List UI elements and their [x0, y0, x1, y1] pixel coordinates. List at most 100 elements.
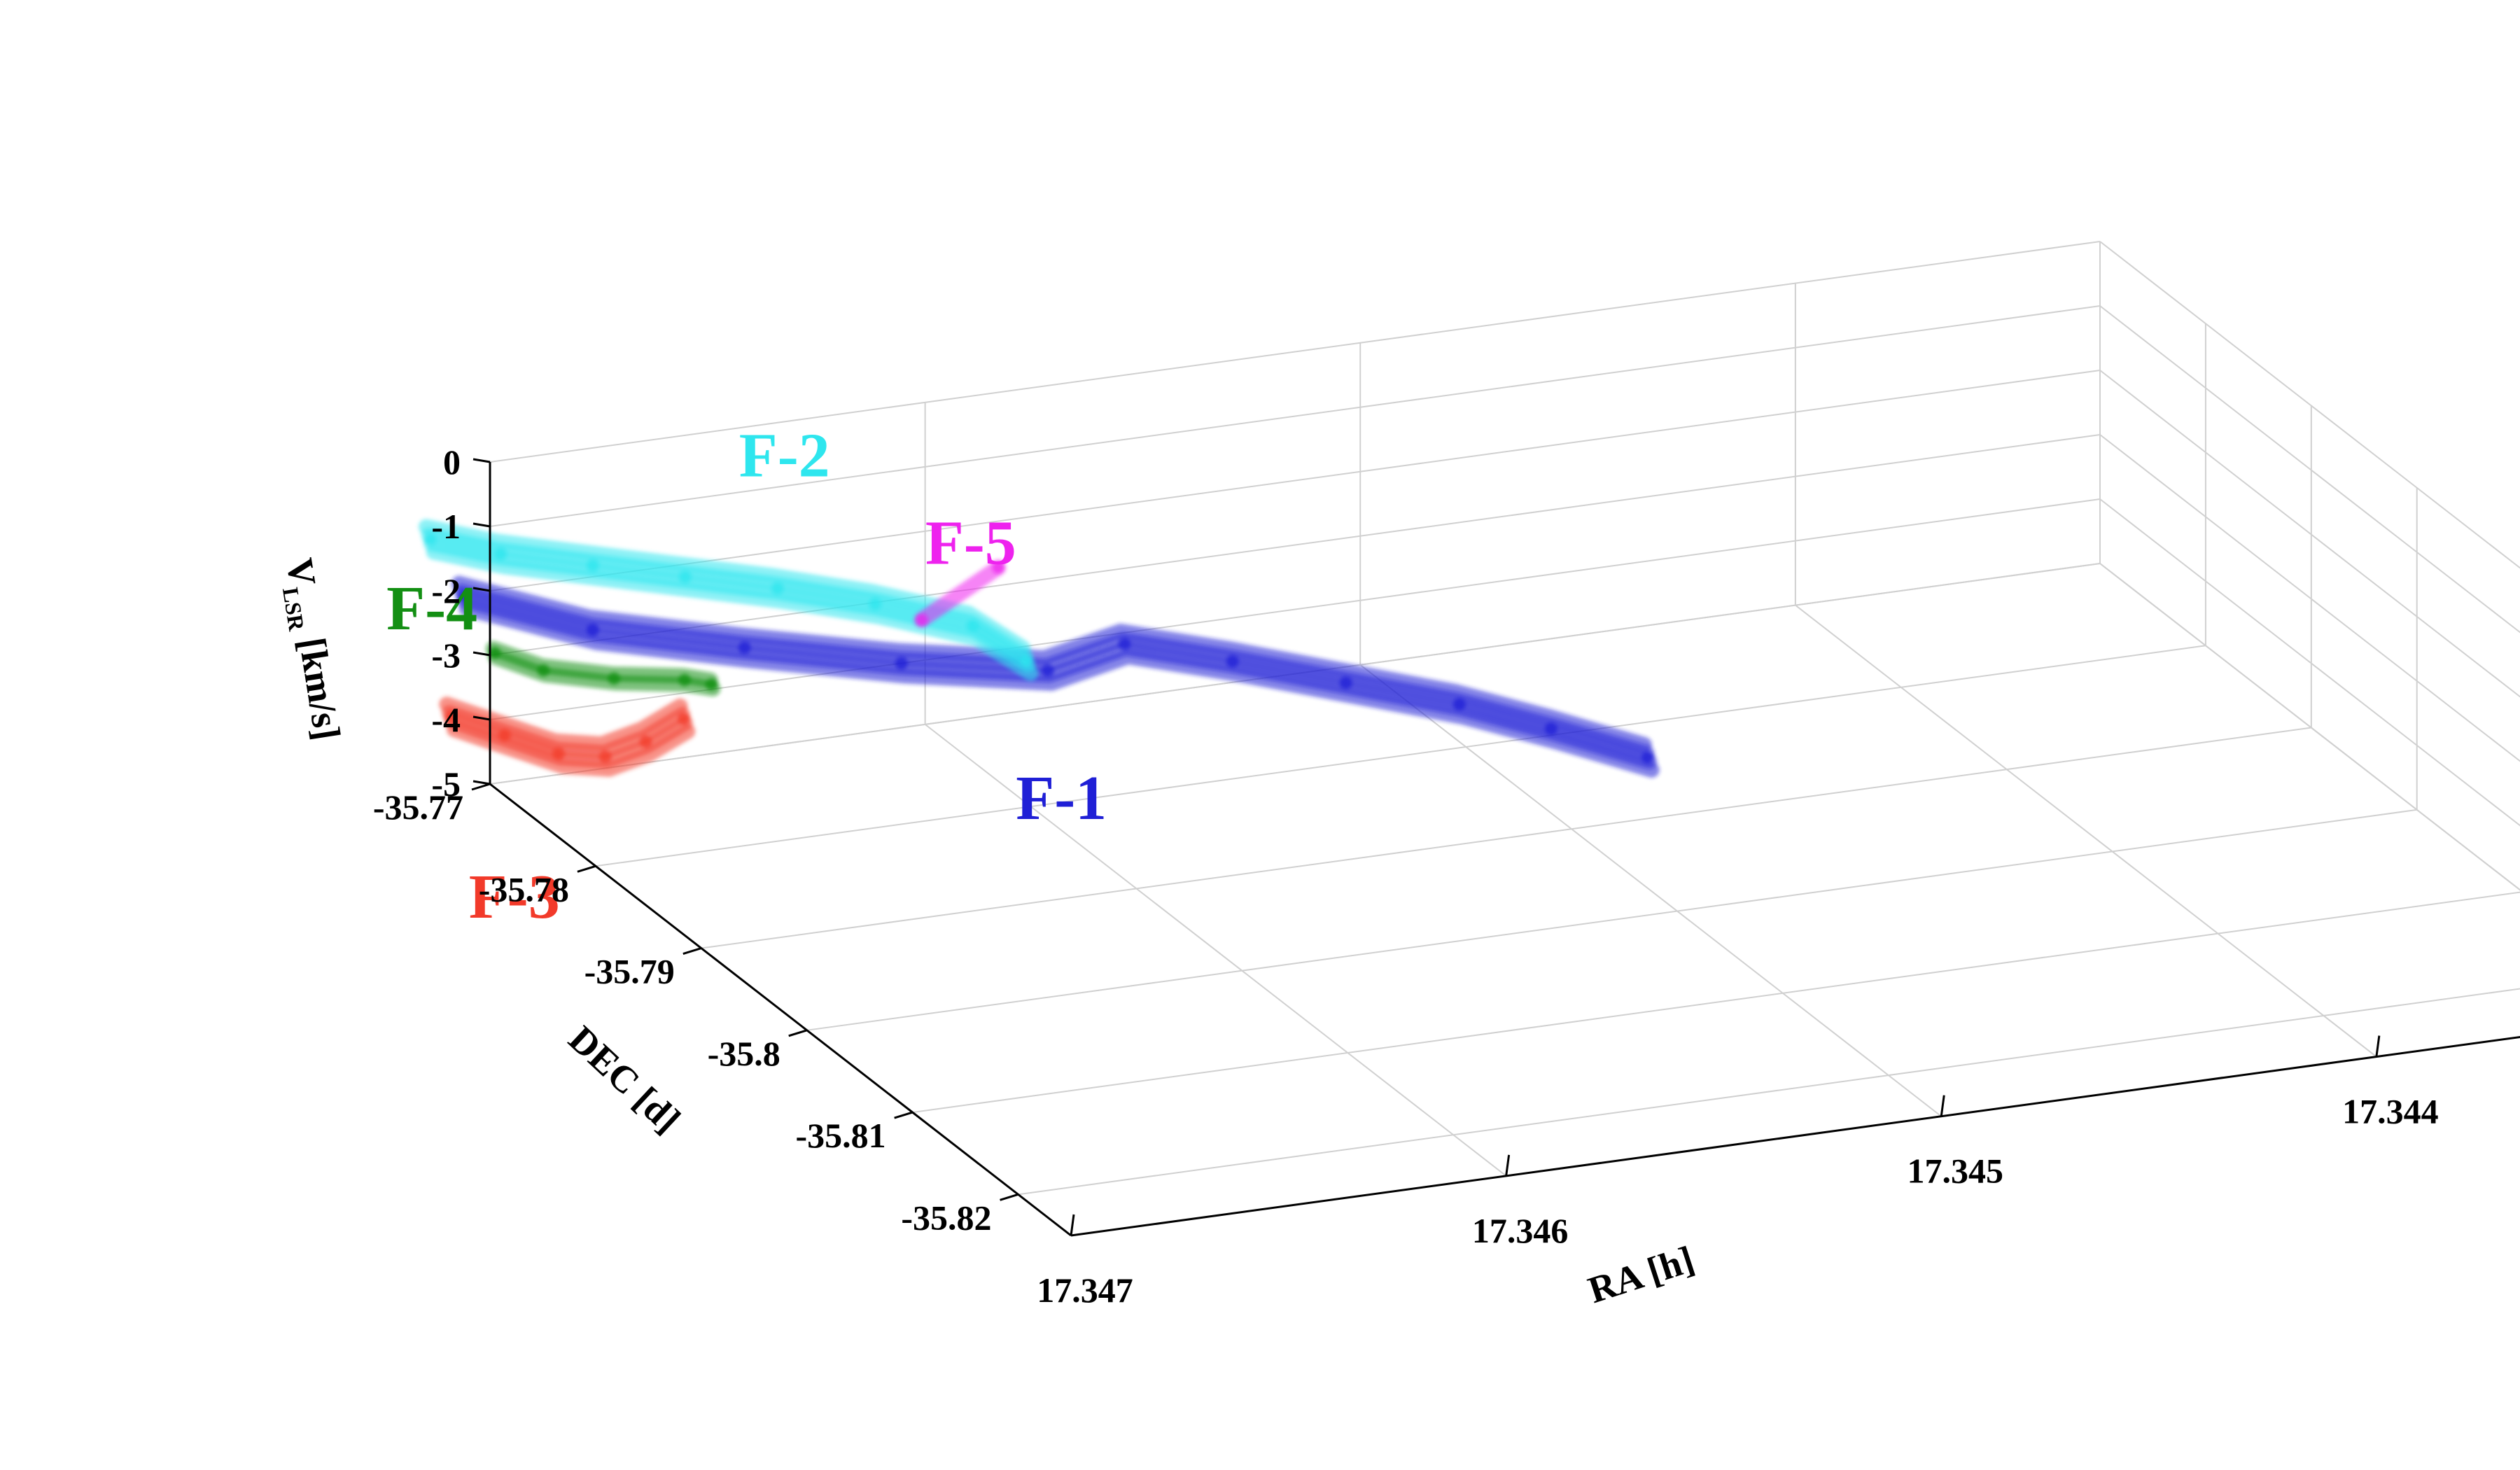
- z-tick: [472, 458, 491, 463]
- data-point: [895, 657, 908, 670]
- grid-line: [2099, 563, 2520, 891]
- z-tick-label: -5: [431, 764, 461, 804]
- data-point: [1118, 637, 1131, 650]
- grid-line: [2099, 498, 2520, 827]
- grid-line: [489, 434, 2101, 656]
- series-f-1: [451, 575, 1660, 778]
- y-tick: [1000, 1193, 1018, 1201]
- y-tick: [577, 864, 596, 873]
- series-f-5: [913, 559, 1006, 628]
- grid-line: [2099, 305, 2520, 634]
- z-tick-label: -1: [431, 507, 461, 546]
- data-point: [552, 747, 566, 760]
- data-point: [1544, 722, 1558, 736]
- x-tick-label: 17.344: [2342, 1092, 2439, 1131]
- data-point: [498, 729, 511, 742]
- data-point: [494, 547, 507, 561]
- grid-line: [489, 241, 2101, 463]
- data-point: [869, 597, 882, 610]
- data-point: [915, 613, 928, 626]
- y-tick-label: -35.77: [373, 788, 463, 827]
- data-point: [424, 533, 437, 546]
- series-f-3: [439, 696, 696, 777]
- series-label: F-1: [1016, 764, 1107, 833]
- data-point: [456, 589, 470, 603]
- z-tick-label: 0: [443, 442, 461, 482]
- series-label: F-3: [469, 862, 560, 932]
- z-tick-label: -2: [431, 571, 461, 610]
- x-tick: [1940, 1095, 1945, 1116]
- data-point: [639, 735, 652, 748]
- grid-line: [1018, 988, 2520, 1196]
- y-axis-line: [489, 783, 1072, 1237]
- grid-line: [2099, 563, 2520, 891]
- data-point: [678, 570, 692, 584]
- data-point: [488, 646, 501, 659]
- data-point: [1226, 654, 1239, 668]
- grid-line: [1795, 604, 2377, 1058]
- y-tick: [788, 1029, 808, 1037]
- grid-line: [806, 808, 2417, 1031]
- x-axis-line: [1070, 1035, 2520, 1237]
- grid-line: [1070, 1036, 2520, 1236]
- z-tick: [472, 780, 491, 785]
- z-tick: [472, 651, 491, 657]
- grid-line: [925, 724, 1507, 1177]
- y-tick: [471, 783, 491, 791]
- series-strand: [913, 559, 1006, 628]
- data-point: [738, 641, 751, 654]
- grid-line: [2099, 370, 2520, 698]
- grid-line: [489, 498, 2101, 720]
- data-point: [444, 710, 457, 724]
- grid-line: [701, 727, 2311, 949]
- y-tick-label: -35.81: [795, 1116, 886, 1155]
- y-tick-label: -35.8: [708, 1034, 780, 1073]
- data-point: [705, 678, 718, 691]
- grid-line: [489, 305, 2101, 527]
- data-point: [586, 559, 599, 572]
- data-point: [678, 712, 691, 725]
- data-point: [678, 673, 691, 687]
- series-strand: [426, 544, 1039, 681]
- series-strand: [458, 601, 1660, 778]
- y-tick-label: -35.78: [479, 869, 569, 909]
- data-point: [598, 750, 612, 763]
- z-tick-label: -4: [431, 700, 461, 739]
- data-point: [608, 672, 621, 685]
- z-tick-label: -3: [431, 636, 461, 675]
- data-point: [1452, 698, 1466, 711]
- grid-line: [2099, 434, 2520, 762]
- x-tick: [1070, 1214, 1075, 1236]
- data-point: [992, 561, 1005, 574]
- data-point: [537, 664, 550, 677]
- series-label: F-4: [386, 574, 477, 643]
- data-point: [966, 620, 979, 633]
- grid-line: [912, 891, 2520, 1114]
- grid: [489, 241, 2520, 1236]
- plot-area: F-1 F-2 F-3 F-4 F-5: [386, 421, 1660, 932]
- grid-line: [2099, 241, 2520, 569]
- data-point: [1020, 654, 1033, 667]
- x-tick-label: 17.347: [1037, 1270, 1133, 1310]
- y-tick-label: -35.79: [584, 952, 675, 991]
- series-label: F-2: [739, 421, 830, 491]
- series-f-2: [418, 519, 1039, 681]
- z-tick: [472, 715, 491, 721]
- data-point: [1041, 664, 1054, 677]
- series-label: F-5: [925, 509, 1016, 578]
- data-point: [771, 582, 784, 595]
- x-tick-label: 17.346: [1472, 1211, 1569, 1250]
- x-tick-label: 17.345: [1907, 1152, 2003, 1191]
- grid-line: [595, 645, 2206, 867]
- data-point: [1339, 676, 1352, 690]
- y-tick-label: -35.82: [901, 1198, 991, 1237]
- y-tick: [894, 1111, 913, 1119]
- data-point: [1642, 750, 1655, 764]
- series-strand: [447, 722, 696, 777]
- y-tick: [682, 947, 702, 955]
- z-tick: [472, 587, 491, 592]
- z-tick: [472, 522, 491, 528]
- y-axis-label: DEC [d]: [561, 1018, 688, 1141]
- series-f-4: [485, 640, 721, 696]
- grid-line: [489, 370, 2101, 592]
